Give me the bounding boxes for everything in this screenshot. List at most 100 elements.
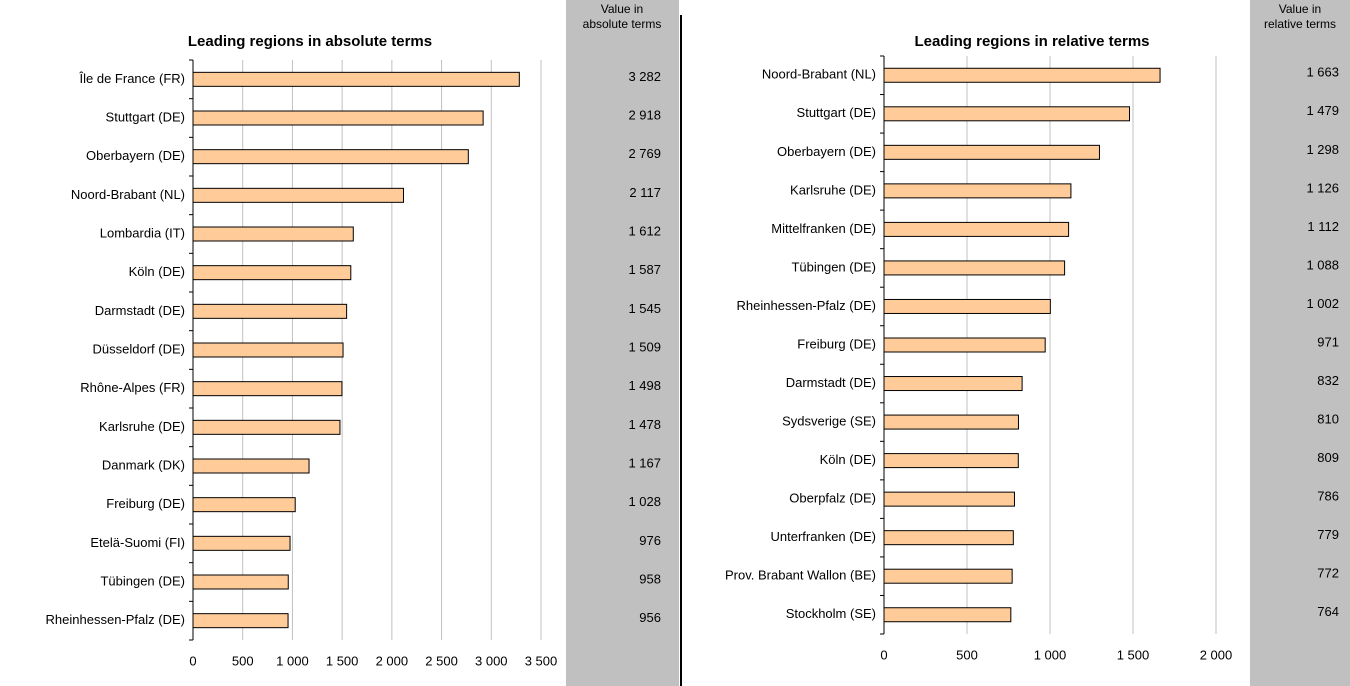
value-label: 1 545 (628, 301, 661, 316)
value-label: 1 612 (628, 223, 661, 238)
value-label: 2 918 (628, 107, 661, 122)
bar (192, 226, 354, 242)
bar (192, 110, 484, 126)
y-tick-label: Karlsruhe (DE) (99, 419, 185, 434)
bar (192, 381, 343, 397)
y-tick-label: Noord-Brabant (NL) (71, 187, 185, 202)
bar (192, 613, 289, 629)
value-label: 1 498 (628, 378, 661, 393)
bar (883, 67, 1161, 83)
bar (883, 530, 1014, 546)
y-tick-label: Stockholm (SE) (786, 606, 876, 621)
value-label: 971 (1317, 334, 1339, 349)
y-tick-label: Oberbayern (DE) (777, 144, 876, 159)
y-tick-label: Unterfranken (DE) (771, 529, 876, 544)
value-label: 1 167 (628, 455, 661, 470)
y-tick-label: Noord-Brabant (NL) (762, 67, 876, 82)
y-tick-label: Köln (DE) (129, 264, 185, 279)
y-tick-label: Tübingen (DE) (100, 573, 185, 588)
value-column (566, 0, 679, 686)
value-label: 1 298 (1306, 142, 1339, 157)
y-tick-label: Etelä-Suomi (FI) (90, 535, 185, 550)
value-label: 809 (1317, 450, 1339, 465)
column-header: relative terms (1264, 17, 1336, 31)
value-label: 1 112 (1307, 219, 1339, 234)
y-tick-label: Tübingen (DE) (791, 259, 876, 274)
bar (883, 607, 1012, 623)
bar (883, 337, 1046, 353)
value-label: 772 (1317, 566, 1339, 581)
y-tick-label: Düsseldorf (DE) (93, 341, 185, 356)
bar (192, 303, 348, 319)
value-label: 3 282 (628, 69, 661, 84)
bar (883, 453, 1019, 469)
x-tick-label: 2 000 (376, 653, 409, 668)
value-label: 1 663 (1306, 65, 1339, 80)
bar (883, 298, 1051, 314)
x-tick-label: 0 (880, 647, 887, 662)
y-tick-label: Darmstadt (DE) (786, 375, 876, 390)
x-tick-label: 1 000 (276, 653, 309, 668)
value-label: 764 (1317, 604, 1339, 619)
bar (192, 419, 341, 435)
bar (192, 458, 310, 474)
y-tick-label: Rheinhessen-Pfalz (DE) (46, 612, 185, 627)
y-tick-label: Stuttgart (DE) (106, 109, 185, 124)
column-header: Value in (1279, 2, 1321, 16)
y-tick-label: Sydsverige (SE) (782, 414, 876, 429)
bar (883, 376, 1023, 392)
y-tick-label: Oberpfalz (DE) (789, 491, 876, 506)
value-label: 1 028 (628, 494, 661, 509)
x-tick-label: 0 (189, 653, 196, 668)
value-label: 976 (639, 533, 661, 548)
y-tick-label: Rheinhessen-Pfalz (DE) (737, 298, 876, 313)
bar (883, 106, 1131, 122)
bar (192, 187, 404, 203)
x-tick-label: 3 000 (475, 653, 508, 668)
y-tick-label: Stuttgart (DE) (797, 105, 876, 120)
y-tick-label: Mittelfranken (DE) (771, 221, 876, 236)
x-tick-label: 500 (956, 647, 978, 662)
x-tick-label: 2 500 (425, 653, 458, 668)
y-tick-label: Oberbayern (DE) (86, 148, 185, 163)
y-tick-label: Köln (DE) (820, 452, 876, 467)
y-tick-label: Freiburg (DE) (106, 496, 185, 511)
value-label: 832 (1317, 373, 1339, 388)
column-header: absolute terms (583, 17, 662, 31)
bar (883, 491, 1015, 507)
y-tick-label: Darmstadt (DE) (95, 303, 185, 318)
y-tick-label: Prov. Brabant Wallon (BE) (725, 568, 876, 583)
value-label: 810 (1317, 412, 1339, 427)
value-label: 958 (639, 571, 661, 586)
x-tick-label: 1 500 (1117, 647, 1150, 662)
value-label: 2 769 (628, 146, 661, 161)
bar (883, 414, 1019, 430)
value-label: 786 (1317, 489, 1339, 504)
chart-title: Leading regions in relative terms (914, 33, 1149, 50)
bar (883, 221, 1070, 237)
value-label: 779 (1317, 527, 1339, 542)
bar (192, 71, 520, 87)
value-label: 956 (639, 610, 661, 625)
bar (192, 535, 291, 551)
value-label: 1 587 (628, 262, 661, 277)
y-tick-label: Danmark (DK) (102, 457, 185, 472)
y-tick-label: Rhône-Alpes (FR) (80, 380, 185, 395)
bar (192, 342, 344, 358)
bar (192, 497, 296, 513)
bar (192, 265, 352, 281)
y-tick-label: Île de France (FR) (79, 71, 185, 86)
value-label: 1 126 (1306, 180, 1339, 195)
x-tick-label: 500 (232, 653, 254, 668)
y-tick-label: Lombardia (IT) (100, 225, 185, 240)
value-label: 1 088 (1306, 257, 1339, 272)
bar (192, 574, 289, 590)
y-tick-label: Freiburg (DE) (797, 336, 876, 351)
bar (883, 260, 1066, 276)
bar (883, 183, 1072, 199)
x-tick-label: 1 500 (326, 653, 359, 668)
bar (192, 149, 469, 165)
bar (883, 568, 1013, 584)
value-label: 2 117 (629, 185, 661, 200)
